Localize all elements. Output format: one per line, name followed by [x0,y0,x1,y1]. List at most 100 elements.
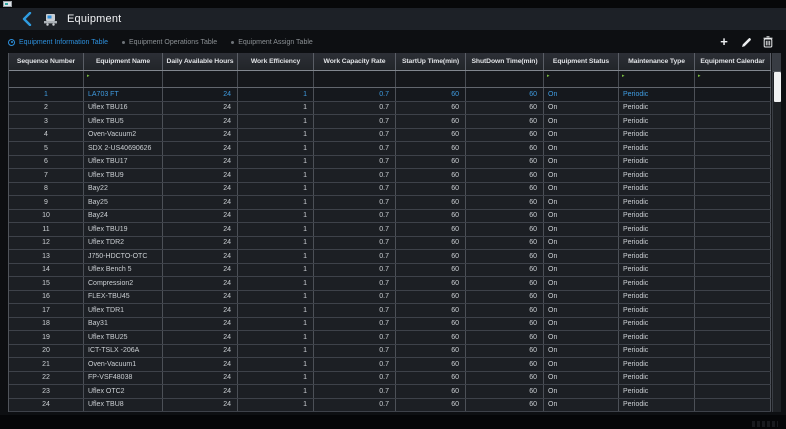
column-header-daily-available-hours[interactable]: Daily Available Hours [163,53,238,70]
cell-equipment-calendar[interactable] [695,371,771,384]
cell-work-capacity-rate[interactable]: 0.7 [314,290,396,303]
cell-equipment-calendar[interactable] [695,128,771,141]
cell-startup-time-min[interactable]: 60 [396,88,466,101]
cell-equipment-name[interactable]: Oven-Vacuum2 [84,128,163,141]
cell-startup-time-min[interactable]: 60 [396,209,466,222]
cell-sequence-number[interactable]: 18 [9,317,84,330]
table-row[interactable]: 6 Uflex TBU17 24 1 0.7 60 60 On Periodic [9,155,771,169]
cell-sequence-number[interactable]: 1 [9,88,84,101]
cell-maintenance-type[interactable]: Periodic [619,398,695,411]
cell-equipment-status[interactable]: On [544,277,619,290]
cell-equipment-name[interactable]: Uflex TBU19 [84,223,163,236]
cell-daily-available-hours[interactable]: 24 [163,277,238,290]
cell-daily-available-hours[interactable]: 24 [163,385,238,398]
cell-daily-available-hours[interactable]: 24 [163,250,238,263]
cell-work-capacity-rate[interactable]: 0.7 [314,169,396,182]
cell-startup-time-min[interactable]: 60 [396,169,466,182]
table-row[interactable]: 3 Uflex TBU5 24 1 0.7 60 60 On Periodic [9,115,771,129]
cell-equipment-calendar[interactable] [695,155,771,168]
filter-cell-sequence-number[interactable] [9,71,84,87]
cell-work-efficiency[interactable]: 1 [238,115,314,128]
cell-work-capacity-rate[interactable]: 0.7 [314,101,396,114]
cell-maintenance-type[interactable]: Periodic [619,304,695,317]
column-header-work-capacity-rate[interactable]: Work Capacity Rate [314,53,396,70]
cell-sequence-number[interactable]: 23 [9,385,84,398]
cell-equipment-status[interactable]: On [544,263,619,276]
cell-work-efficiency[interactable]: 1 [238,358,314,371]
cell-equipment-name[interactable]: Bay22 [84,182,163,195]
cell-shutdown-time-min[interactable]: 60 [466,88,544,101]
cell-equipment-calendar[interactable] [695,236,771,249]
cell-maintenance-type[interactable]: Periodic [619,371,695,384]
cell-equipment-calendar[interactable] [695,263,771,276]
filter-cell-daily-available-hours[interactable] [163,71,238,87]
cell-equipment-name[interactable]: J750-HDCTO-OTC [84,250,163,263]
table-row[interactable]: 10 Bay24 24 1 0.7 60 60 On Periodic [9,209,771,223]
table-row[interactable]: 12 Uflex TDR2 24 1 0.7 60 60 On Periodic [9,236,771,250]
cell-shutdown-time-min[interactable]: 60 [466,371,544,384]
cell-equipment-calendar[interactable] [695,223,771,236]
cell-equipment-name[interactable]: Bay24 [84,209,163,222]
table-row[interactable]: 17 Uflex TDR1 24 1 0.7 60 60 On Periodic [9,304,771,318]
cell-work-efficiency[interactable]: 1 [238,250,314,263]
cell-daily-available-hours[interactable]: 24 [163,290,238,303]
filter-cell-work-capacity-rate[interactable] [314,71,396,87]
cell-maintenance-type[interactable]: Periodic [619,128,695,141]
cell-equipment-name[interactable]: Compression2 [84,277,163,290]
cell-startup-time-min[interactable]: 60 [396,398,466,411]
cell-work-capacity-rate[interactable]: 0.7 [314,88,396,101]
cell-equipment-status[interactable]: On [544,236,619,249]
cell-equipment-status[interactable]: On [544,155,619,168]
cell-maintenance-type[interactable]: Periodic [619,196,695,209]
cell-equipment-name[interactable]: Uflex TBU25 [84,331,163,344]
cell-equipment-name[interactable]: Bay25 [84,196,163,209]
add-button[interactable]: + [718,35,730,48]
column-header-work-efficiency[interactable]: Work Efficiency [238,53,314,70]
cell-work-capacity-rate[interactable]: 0.7 [314,371,396,384]
column-header-equipment-calendar[interactable]: Equipment Calendar [695,53,771,70]
cell-work-capacity-rate[interactable]: 0.7 [314,128,396,141]
cell-work-capacity-rate[interactable]: 0.7 [314,196,396,209]
cell-sequence-number[interactable]: 10 [9,209,84,222]
cell-equipment-calendar[interactable] [695,344,771,357]
cell-work-efficiency[interactable]: 1 [238,128,314,141]
cell-shutdown-time-min[interactable]: 60 [466,182,544,195]
cell-sequence-number[interactable]: 4 [9,128,84,141]
cell-work-efficiency[interactable]: 1 [238,331,314,344]
table-row[interactable]: 5 SDX 2-US40690626 24 1 0.7 60 60 On Periodic [9,142,771,156]
cell-startup-time-min[interactable]: 60 [396,358,466,371]
cell-equipment-calendar[interactable] [695,290,771,303]
cell-work-efficiency[interactable]: 1 [238,169,314,182]
column-header-sequence-number[interactable]: Sequence Number [9,53,84,70]
filter-cell-equipment-name[interactable]: ▸ [84,71,163,87]
cell-equipment-calendar[interactable] [695,209,771,222]
cell-equipment-calendar[interactable] [695,250,771,263]
table-row[interactable]: 7 Uflex TBU9 24 1 0.7 60 60 On Periodic [9,169,771,183]
cell-maintenance-type[interactable]: Periodic [619,142,695,155]
cell-sequence-number[interactable]: 14 [9,263,84,276]
cell-work-capacity-rate[interactable]: 0.7 [314,250,396,263]
cell-maintenance-type[interactable]: Periodic [619,236,695,249]
cell-shutdown-time-min[interactable]: 60 [466,398,544,411]
cell-daily-available-hours[interactable]: 24 [163,223,238,236]
cell-work-efficiency[interactable]: 1 [238,142,314,155]
cell-work-capacity-rate[interactable]: 0.7 [314,398,396,411]
column-header-startup-time-min[interactable]: StartUp Time(min) [396,53,466,70]
cell-equipment-calendar[interactable] [695,182,771,195]
cell-sequence-number[interactable]: 20 [9,344,84,357]
filter-cell-maintenance-type[interactable]: ▸ [619,71,695,87]
cell-equipment-calendar[interactable] [695,398,771,411]
cell-shutdown-time-min[interactable]: 60 [466,358,544,371]
table-row[interactable]: 24 Uflex TBU8 24 1 0.7 60 60 On Periodic [9,398,771,412]
cell-shutdown-time-min[interactable]: 60 [466,344,544,357]
cell-equipment-name[interactable]: LA703 FT [84,88,163,101]
cell-maintenance-type[interactable]: Periodic [619,223,695,236]
cell-work-efficiency[interactable]: 1 [238,101,314,114]
cell-equipment-name[interactable]: FP-VSF48038 [84,371,163,384]
cell-equipment-status[interactable]: On [544,331,619,344]
cell-equipment-calendar[interactable] [695,277,771,290]
cell-shutdown-time-min[interactable]: 60 [466,236,544,249]
cell-startup-time-min[interactable]: 60 [396,101,466,114]
cell-shutdown-time-min[interactable]: 60 [466,250,544,263]
cell-startup-time-min[interactable]: 60 [396,182,466,195]
